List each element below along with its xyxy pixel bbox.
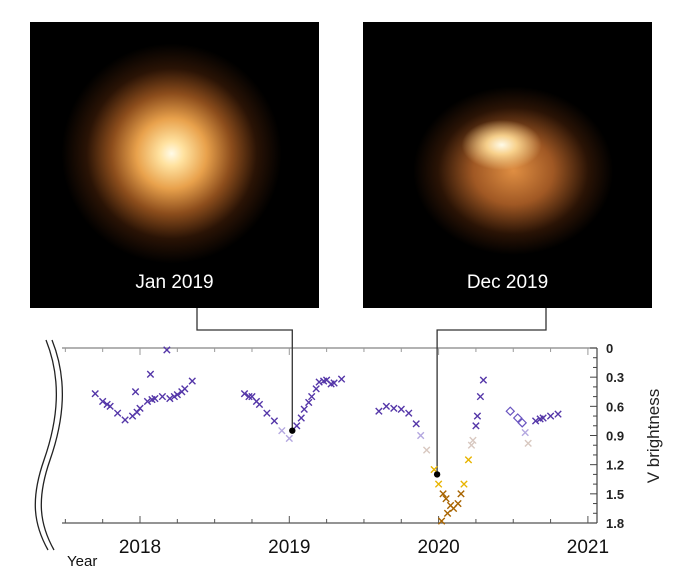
data-point-x bbox=[136, 404, 144, 412]
data-point-x bbox=[293, 422, 301, 430]
data-point-x bbox=[181, 385, 189, 393]
y-tick-label: 0.6 bbox=[606, 399, 624, 414]
data-point-x bbox=[245, 392, 253, 401]
y-tick-label: 1.8 bbox=[606, 516, 624, 531]
data-point-x bbox=[524, 439, 532, 447]
image-label: Dec 2019 bbox=[466, 272, 549, 293]
x-tick-label: 2021 bbox=[567, 537, 609, 558]
data-point-x bbox=[163, 346, 171, 354]
data-point-x bbox=[443, 509, 452, 517]
data-point-diamond bbox=[512, 413, 523, 423]
y-tick-label: 0.9 bbox=[606, 429, 624, 444]
data-point-x bbox=[382, 402, 391, 411]
y-tick-label: 0 bbox=[606, 341, 613, 356]
x-tick-label: 2020 bbox=[417, 537, 459, 558]
highlighted-point bbox=[289, 427, 296, 434]
star-image bbox=[30, 22, 319, 308]
axis-break-line bbox=[34, 339, 57, 551]
data-point-x bbox=[270, 417, 279, 425]
data-point-x bbox=[113, 409, 122, 417]
data-point-x bbox=[531, 417, 540, 425]
data-point-x bbox=[521, 428, 529, 437]
data-point-x bbox=[146, 370, 155, 378]
image-label: Jan 2019 bbox=[135, 272, 214, 293]
data-point-x bbox=[300, 405, 308, 413]
y-tick-label: 0.3 bbox=[606, 370, 624, 385]
data-point-x bbox=[479, 376, 488, 384]
data-point-x bbox=[405, 409, 413, 417]
data-point-x bbox=[255, 400, 264, 409]
data-point-x bbox=[460, 480, 468, 488]
data-point-x bbox=[469, 436, 477, 445]
data-point-x bbox=[467, 441, 476, 449]
data-point-x bbox=[297, 414, 305, 422]
data-point-x bbox=[312, 385, 320, 393]
data-point-x bbox=[539, 414, 547, 422]
data-point-x bbox=[554, 410, 562, 418]
data-point-x bbox=[437, 517, 446, 525]
highlighted-point bbox=[433, 471, 441, 478]
data-point-x bbox=[375, 407, 383, 415]
data-point-x bbox=[263, 409, 271, 417]
data-point-x bbox=[305, 398, 313, 407]
data-point-x bbox=[472, 422, 480, 430]
data-point-x bbox=[434, 480, 443, 488]
data-point-x bbox=[143, 397, 152, 406]
data-point-x bbox=[308, 392, 316, 401]
data-point-x bbox=[439, 490, 447, 498]
x-tick-label: 2018 bbox=[119, 537, 161, 558]
data-point-diamond bbox=[505, 406, 516, 417]
data-point-x bbox=[464, 456, 473, 464]
data-point-x bbox=[454, 499, 462, 508]
data-point-x bbox=[278, 426, 286, 435]
y-axis-label: V brightness bbox=[644, 389, 663, 484]
data-point-x bbox=[285, 434, 293, 443]
data-point-x bbox=[240, 389, 249, 398]
star-image bbox=[363, 22, 652, 308]
data-point-x bbox=[457, 490, 465, 498]
axis-break-line bbox=[40, 339, 63, 551]
data-point-x bbox=[330, 379, 338, 387]
data-point-x bbox=[173, 390, 182, 399]
data-point-x bbox=[397, 405, 405, 413]
image-dec-2019: Dec 2019 bbox=[363, 22, 652, 308]
data-point-x bbox=[476, 392, 485, 401]
data-point-x bbox=[158, 392, 167, 401]
data-point-x bbox=[188, 377, 196, 385]
data-point-x bbox=[98, 397, 107, 406]
data-point-x bbox=[91, 389, 99, 398]
connector-dec-2019 bbox=[436, 308, 547, 475]
y-tick-label: 1.2 bbox=[606, 458, 624, 473]
data-point-diamond bbox=[517, 418, 528, 428]
data-point-x bbox=[337, 375, 346, 383]
x-axis-label: Year bbox=[67, 553, 97, 570]
image-jan-2019: Jan 2019 bbox=[30, 22, 319, 308]
data-point-x bbox=[131, 388, 140, 396]
data-point-x bbox=[473, 412, 482, 420]
data-point-x bbox=[166, 394, 174, 403]
data-point-x bbox=[412, 420, 420, 428]
data-point-x bbox=[121, 416, 129, 424]
data-point-x bbox=[442, 494, 450, 503]
data-point-x bbox=[546, 412, 555, 420]
data-point-x bbox=[106, 402, 114, 411]
x-tick-label: 2019 bbox=[268, 537, 310, 558]
y-tick-label: 1.5 bbox=[606, 487, 624, 502]
data-point-x bbox=[422, 446, 431, 454]
data-point-x bbox=[416, 431, 425, 440]
connector-jan-2019 bbox=[196, 308, 293, 431]
data-point-x bbox=[390, 404, 398, 412]
data-point-x bbox=[151, 394, 159, 403]
